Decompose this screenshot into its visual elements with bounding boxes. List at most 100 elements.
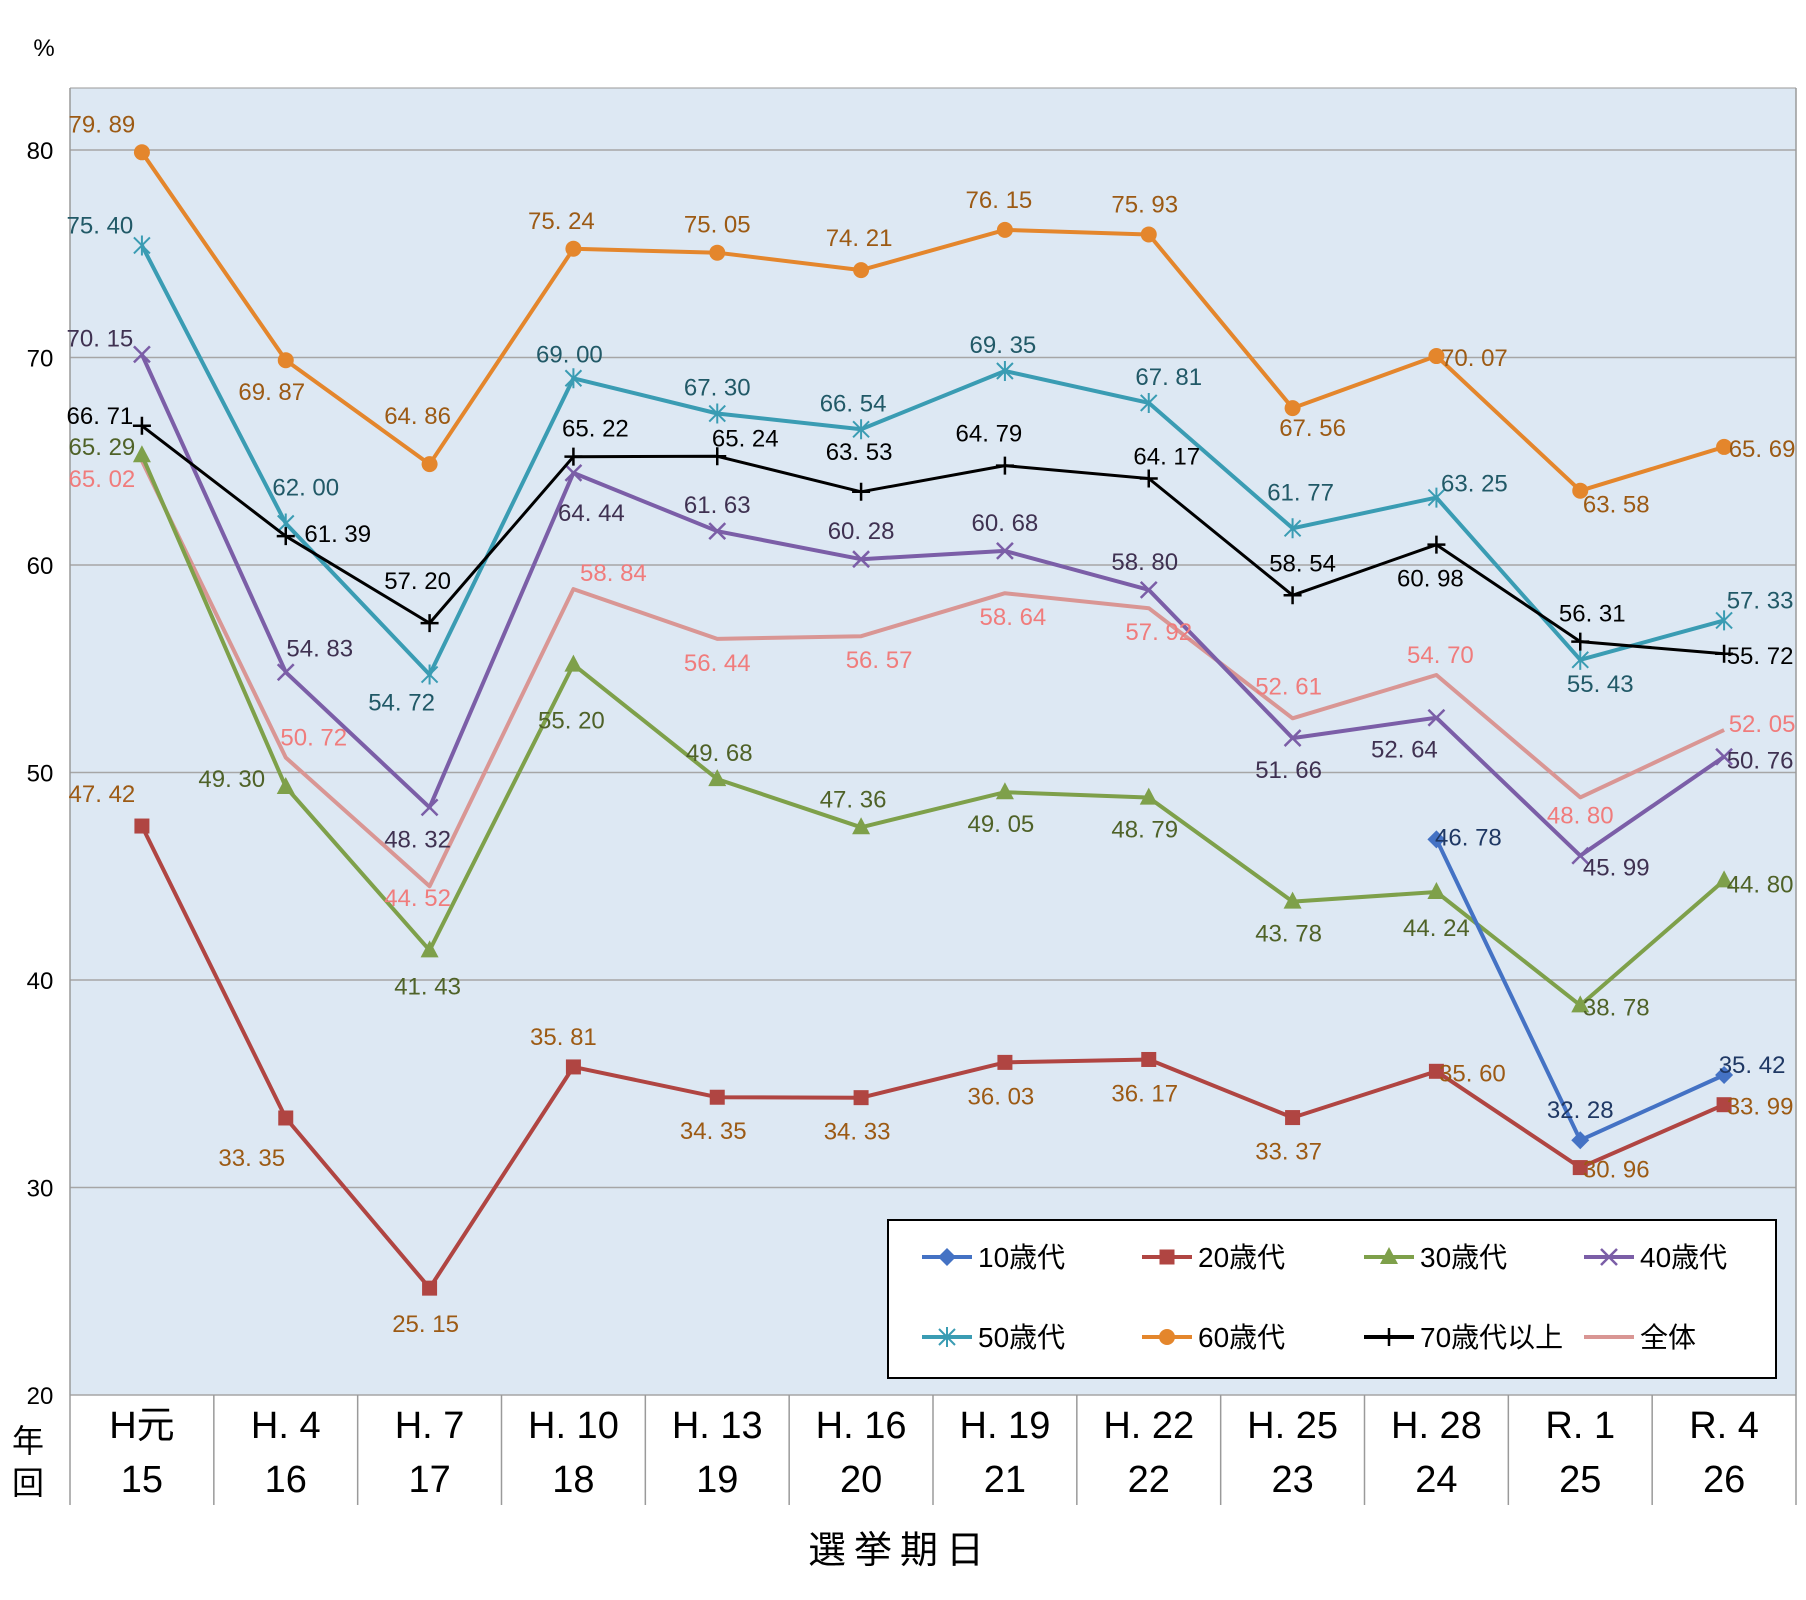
y-tick-label: 20 bbox=[27, 1383, 54, 1410]
legend-label: 10歳代 bbox=[978, 1242, 1065, 1273]
data-point bbox=[422, 1280, 438, 1296]
data-label: 64. 17 bbox=[1133, 443, 1200, 470]
data-point bbox=[1283, 518, 1302, 539]
data-point bbox=[1715, 1066, 1734, 1085]
category-year-label: H. 10 bbox=[528, 1405, 619, 1447]
legend-item-50歳代: 50歳代 bbox=[922, 1322, 1065, 1353]
data-label: 43. 78 bbox=[1255, 921, 1322, 948]
data-label: 75. 05 bbox=[684, 212, 751, 239]
data-label: 65. 29 bbox=[69, 434, 136, 461]
legend-marker bbox=[938, 1248, 956, 1266]
data-point bbox=[420, 940, 439, 958]
legend-item-20歳代: 20歳代 bbox=[1142, 1242, 1285, 1273]
data-label: 62. 00 bbox=[272, 475, 339, 502]
data-point bbox=[995, 782, 1014, 800]
data-label: 67. 30 bbox=[684, 375, 751, 402]
data-point bbox=[276, 777, 295, 795]
data-label: 54. 83 bbox=[286, 635, 353, 662]
data-point bbox=[420, 614, 439, 633]
data-label: 67. 81 bbox=[1135, 364, 1202, 391]
series-30歳代 bbox=[132, 445, 1734, 1013]
data-label: 35. 60 bbox=[1439, 1060, 1506, 1087]
data-point bbox=[421, 456, 438, 473]
data-label: 33. 37 bbox=[1255, 1139, 1322, 1166]
data-point bbox=[420, 664, 439, 685]
data-label: 74. 21 bbox=[826, 225, 893, 252]
data-label: 52. 61 bbox=[1255, 673, 1322, 700]
y-tick-label: 70 bbox=[27, 346, 54, 373]
data-label: 63. 58 bbox=[1583, 492, 1650, 519]
data-label: 64. 79 bbox=[956, 421, 1023, 448]
data-label: 65. 02 bbox=[69, 466, 136, 493]
category-round-label: 24 bbox=[1415, 1459, 1457, 1501]
data-label: 75. 93 bbox=[1111, 191, 1178, 218]
data-label: 57. 33 bbox=[1727, 587, 1794, 614]
legend-marker bbox=[1159, 1249, 1175, 1265]
legend-item-10歳代: 10歳代 bbox=[922, 1242, 1065, 1273]
data-label: 65. 24 bbox=[712, 425, 779, 452]
data-label: 33. 35 bbox=[218, 1145, 285, 1172]
data-label: 63. 25 bbox=[1441, 471, 1508, 498]
series-line bbox=[140, 424, 1725, 656]
data-label: 44. 52 bbox=[384, 885, 451, 912]
data-point bbox=[564, 654, 583, 672]
series-50歳代 bbox=[133, 235, 1733, 685]
data-label: 75. 40 bbox=[67, 212, 134, 239]
data-label: 48. 79 bbox=[1111, 817, 1178, 844]
data-point bbox=[1285, 1110, 1301, 1126]
data-point bbox=[708, 522, 727, 541]
data-point bbox=[1427, 535, 1446, 554]
data-label: 32. 28 bbox=[1547, 1097, 1614, 1124]
data-point bbox=[1140, 226, 1157, 243]
data-point bbox=[276, 527, 295, 546]
data-label: 38. 78 bbox=[1583, 994, 1650, 1021]
data-label: 48. 80 bbox=[1547, 802, 1614, 829]
data-label: 58. 54 bbox=[1269, 550, 1336, 577]
data-point bbox=[564, 368, 583, 389]
data-point bbox=[565, 1059, 581, 1075]
data-point bbox=[997, 1054, 1013, 1070]
legend-marker bbox=[1380, 1328, 1398, 1346]
data-point bbox=[1428, 1063, 1444, 1079]
data-point bbox=[852, 419, 870, 440]
data-point bbox=[1572, 482, 1589, 499]
data-point bbox=[1571, 632, 1590, 651]
data-label: 44. 80 bbox=[1727, 871, 1794, 898]
data-label: 34. 33 bbox=[824, 1119, 891, 1146]
data-label: 57. 92 bbox=[1125, 619, 1192, 646]
data-label: 60. 98 bbox=[1397, 566, 1464, 593]
data-point bbox=[564, 463, 583, 482]
data-point bbox=[708, 769, 727, 787]
data-point bbox=[1715, 610, 1733, 631]
data-label: 25. 15 bbox=[392, 1311, 459, 1338]
series-layer bbox=[132, 144, 1734, 1296]
category-year-label: R. 1 bbox=[1545, 1405, 1615, 1447]
data-label: 46. 78 bbox=[1435, 824, 1502, 851]
category-year-label: H. 28 bbox=[1391, 1405, 1482, 1447]
data-point bbox=[132, 445, 151, 463]
data-label: 44. 24 bbox=[1403, 915, 1470, 942]
data-point bbox=[1427, 830, 1446, 849]
data-label: 75. 24 bbox=[528, 208, 595, 235]
data-label: 52. 64 bbox=[1371, 737, 1438, 764]
data-label: 48. 32 bbox=[384, 826, 451, 853]
series-line bbox=[140, 151, 1725, 493]
data-point bbox=[1139, 469, 1158, 488]
series-40歳代 bbox=[133, 345, 1733, 865]
data-label: 56. 57 bbox=[846, 647, 913, 674]
data-point bbox=[852, 482, 871, 501]
data-label: 54. 70 bbox=[1407, 642, 1474, 669]
data-label: 69. 87 bbox=[238, 379, 305, 406]
data-point bbox=[1571, 846, 1590, 865]
y-tick-label: 40 bbox=[27, 968, 54, 995]
category-year-label: R. 4 bbox=[1689, 1405, 1759, 1447]
series-line bbox=[140, 244, 1725, 677]
category-year-label: H. 25 bbox=[1247, 1405, 1338, 1447]
data-point bbox=[996, 360, 1014, 381]
y-tick-label: 50 bbox=[27, 761, 54, 788]
category-round-label: 21 bbox=[984, 1459, 1026, 1501]
row-label-round: 回 bbox=[12, 1465, 44, 1501]
data-point bbox=[853, 1090, 869, 1106]
data-label: 58. 64 bbox=[980, 604, 1047, 631]
legend: 10歳代 20歳代 30歳代 40歳代 50歳代 60歳代 70歳代以上 全体 bbox=[887, 1219, 1777, 1379]
